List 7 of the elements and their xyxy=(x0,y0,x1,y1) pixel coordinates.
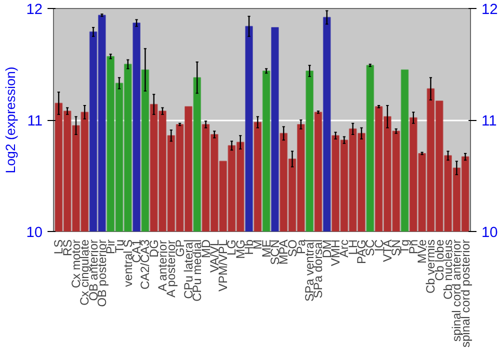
y2-tick-label: 10 xyxy=(482,225,498,241)
y-tick-label: 10 xyxy=(26,225,43,241)
y-tick-label: 12 xyxy=(26,2,43,18)
y2-tick-label: 11 xyxy=(482,114,497,130)
y-axis-title: Log2 (expression) xyxy=(3,66,18,174)
y2-tick-label: 12 xyxy=(482,2,498,18)
y-tick-label: 11 xyxy=(27,114,43,130)
